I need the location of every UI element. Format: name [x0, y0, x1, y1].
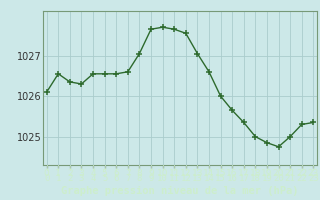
Text: 15: 15 [215, 174, 226, 183]
Text: 22: 22 [296, 174, 307, 183]
Text: 21: 21 [285, 174, 295, 183]
Text: 13: 13 [192, 174, 203, 183]
Text: 5: 5 [102, 174, 107, 183]
Text: 8: 8 [137, 174, 142, 183]
Text: 12: 12 [180, 174, 191, 183]
Text: 16: 16 [227, 174, 237, 183]
Text: 14: 14 [204, 174, 214, 183]
Text: 3: 3 [79, 174, 84, 183]
Text: 9: 9 [148, 174, 154, 183]
Text: 17: 17 [238, 174, 249, 183]
Text: 4: 4 [90, 174, 96, 183]
Text: 23: 23 [308, 174, 319, 183]
Text: 11: 11 [169, 174, 180, 183]
Text: 2: 2 [67, 174, 73, 183]
Text: 0: 0 [44, 174, 49, 183]
Text: Graphe pression niveau de la mer (hPa): Graphe pression niveau de la mer (hPa) [61, 186, 299, 196]
Text: 7: 7 [125, 174, 131, 183]
Text: 6: 6 [114, 174, 119, 183]
Text: 20: 20 [273, 174, 284, 183]
Text: 19: 19 [261, 174, 272, 183]
Text: 1: 1 [56, 174, 61, 183]
Text: 18: 18 [250, 174, 261, 183]
Text: 10: 10 [157, 174, 168, 183]
